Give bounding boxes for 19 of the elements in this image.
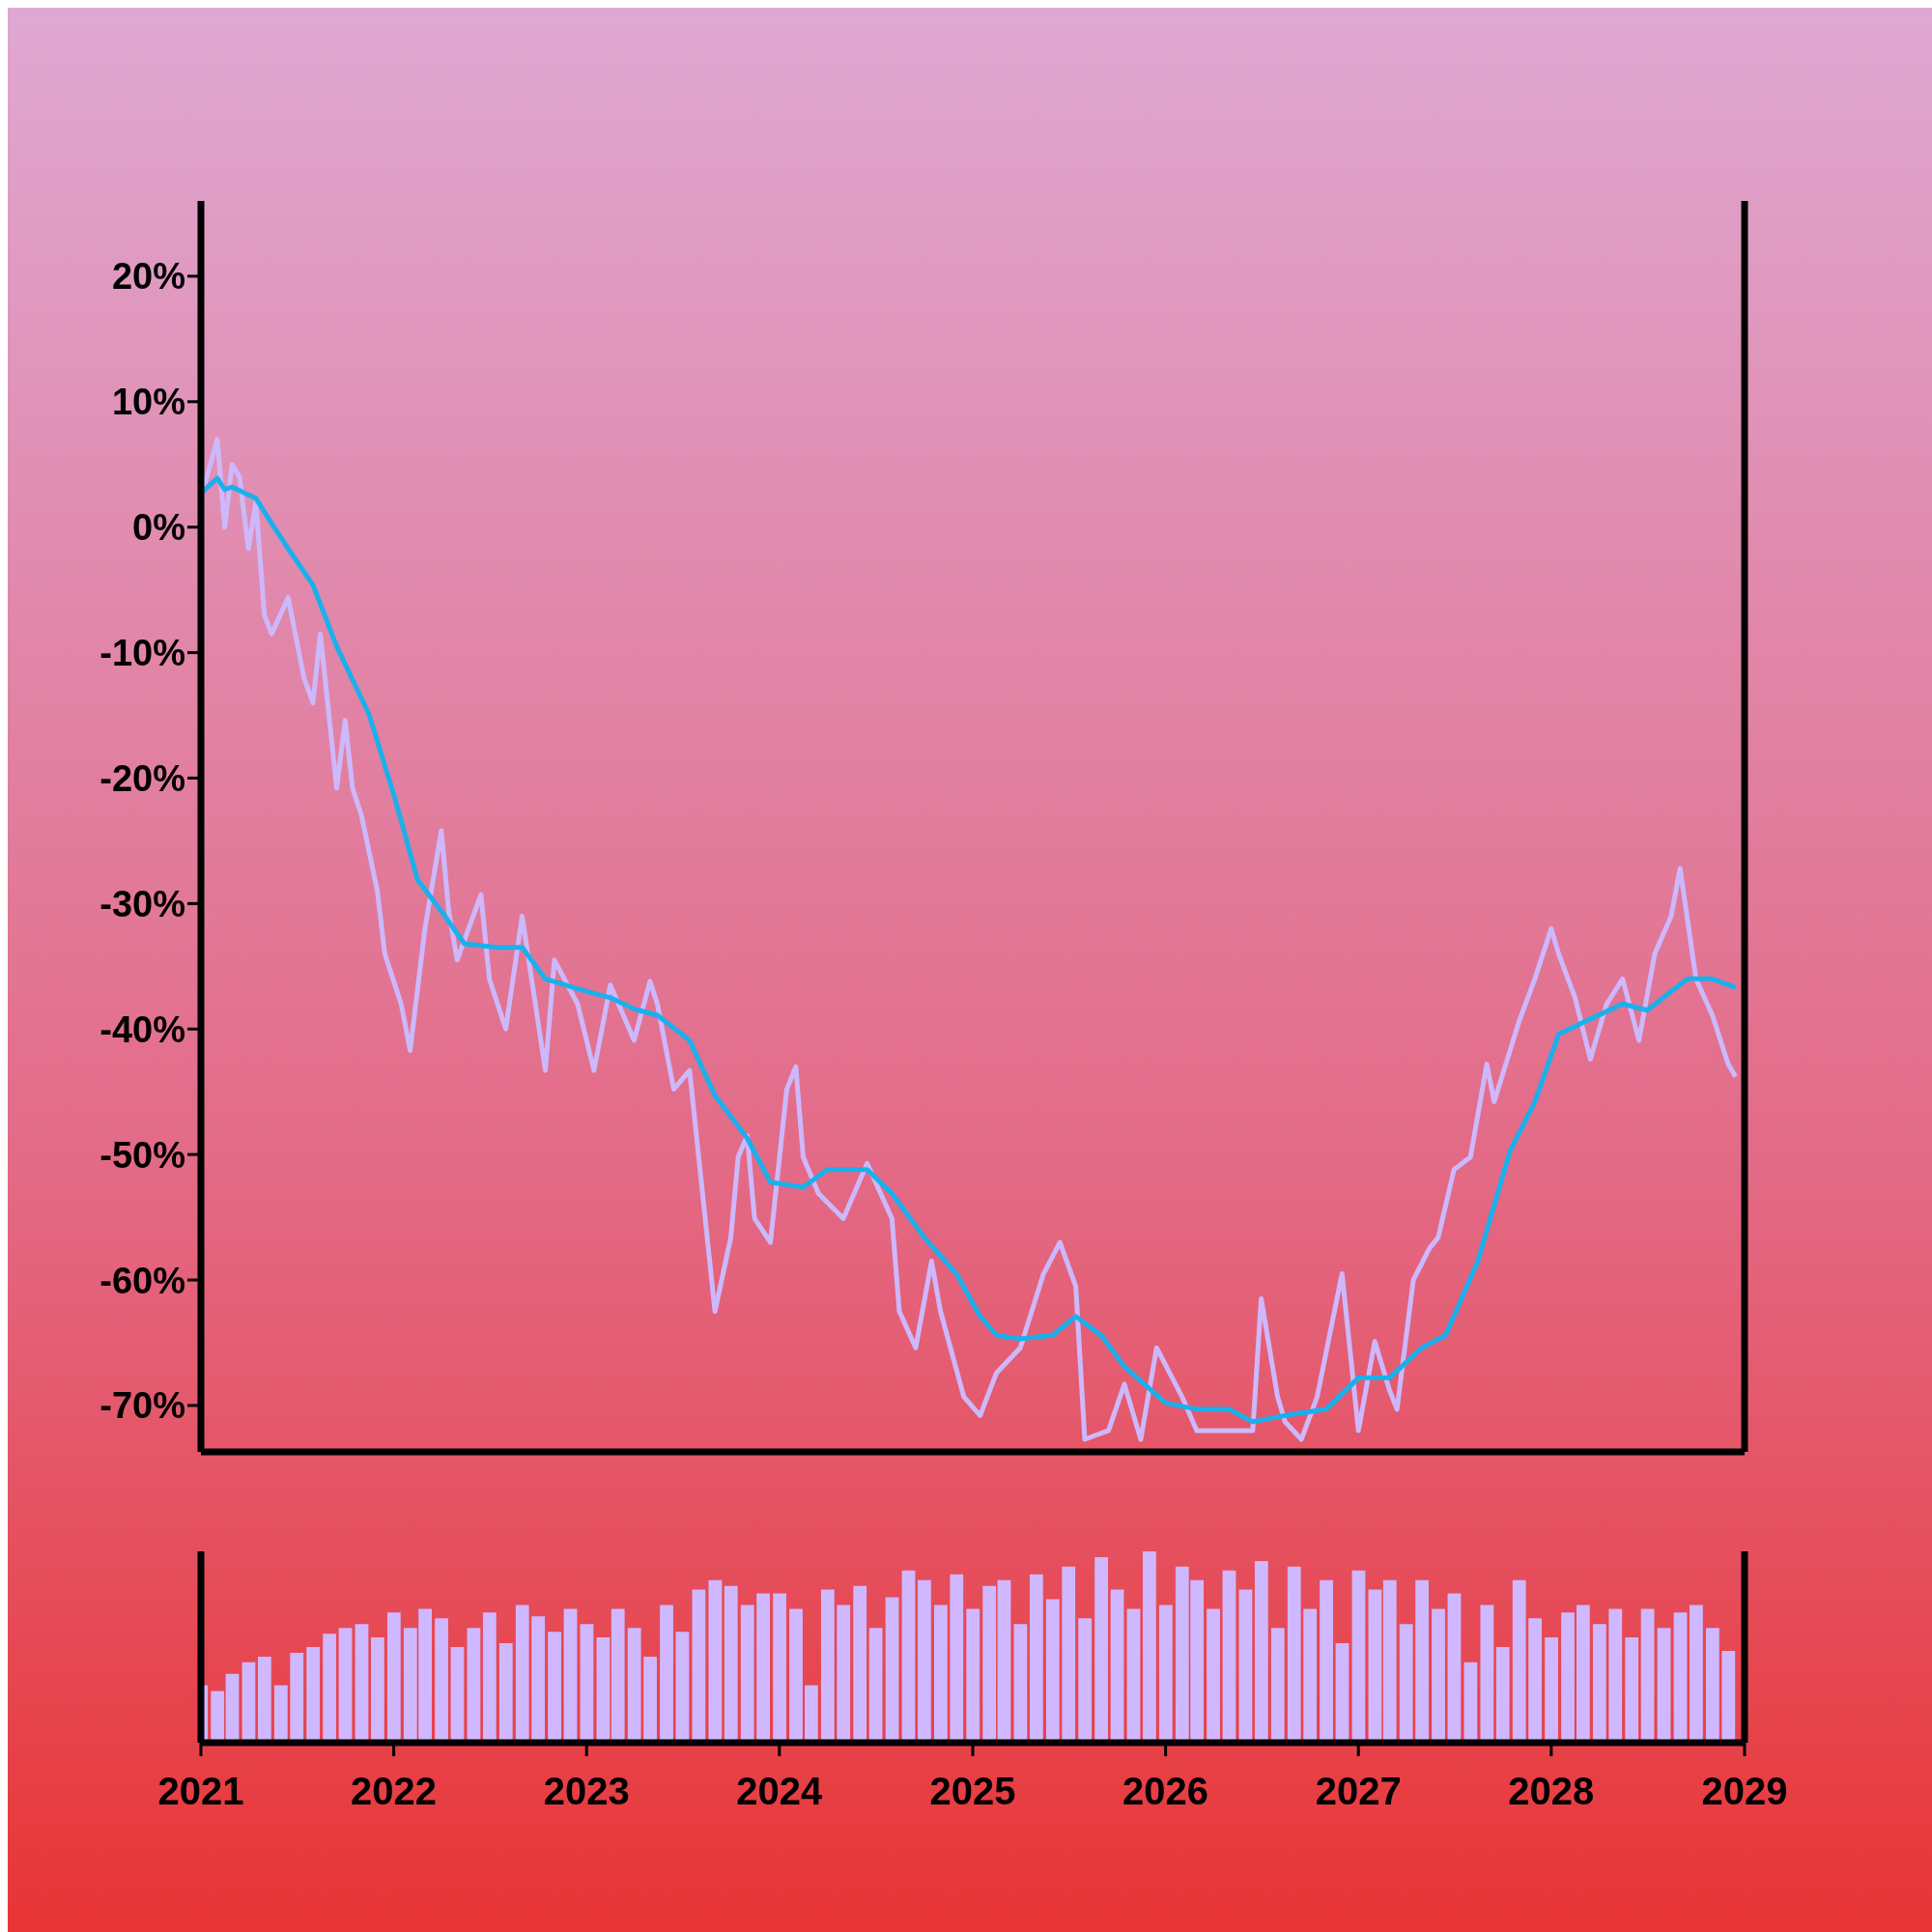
- x-tick-label: 2024: [736, 1770, 824, 1813]
- y-tick-label: -30%: [99, 883, 185, 924]
- y-tick-label: 20%: [111, 256, 185, 298]
- y-tick-label: -50%: [99, 1134, 185, 1176]
- x-tick-label: 2025: [929, 1770, 1016, 1813]
- y-tick-label: 10%: [111, 382, 185, 423]
- x-tick-label: 2029: [1701, 1770, 1788, 1813]
- y-tick-label: -10%: [99, 633, 185, 674]
- y-tick-label: 0%: [132, 507, 185, 549]
- x-tick-label: 2028: [1508, 1770, 1595, 1813]
- x-tick-label: 2026: [1122, 1770, 1209, 1813]
- x-tick-label: 2027: [1315, 1770, 1402, 1813]
- x-tick-label: 2022: [351, 1770, 438, 1813]
- y-tick-label: -20%: [99, 757, 185, 799]
- y-tick-label: -40%: [99, 1009, 185, 1050]
- x-tick-label: 2021: [157, 1770, 244, 1813]
- y-tick-label: -70%: [99, 1385, 185, 1427]
- y-tick-label: -60%: [99, 1260, 185, 1301]
- x-tick-label: 2023: [543, 1770, 630, 1813]
